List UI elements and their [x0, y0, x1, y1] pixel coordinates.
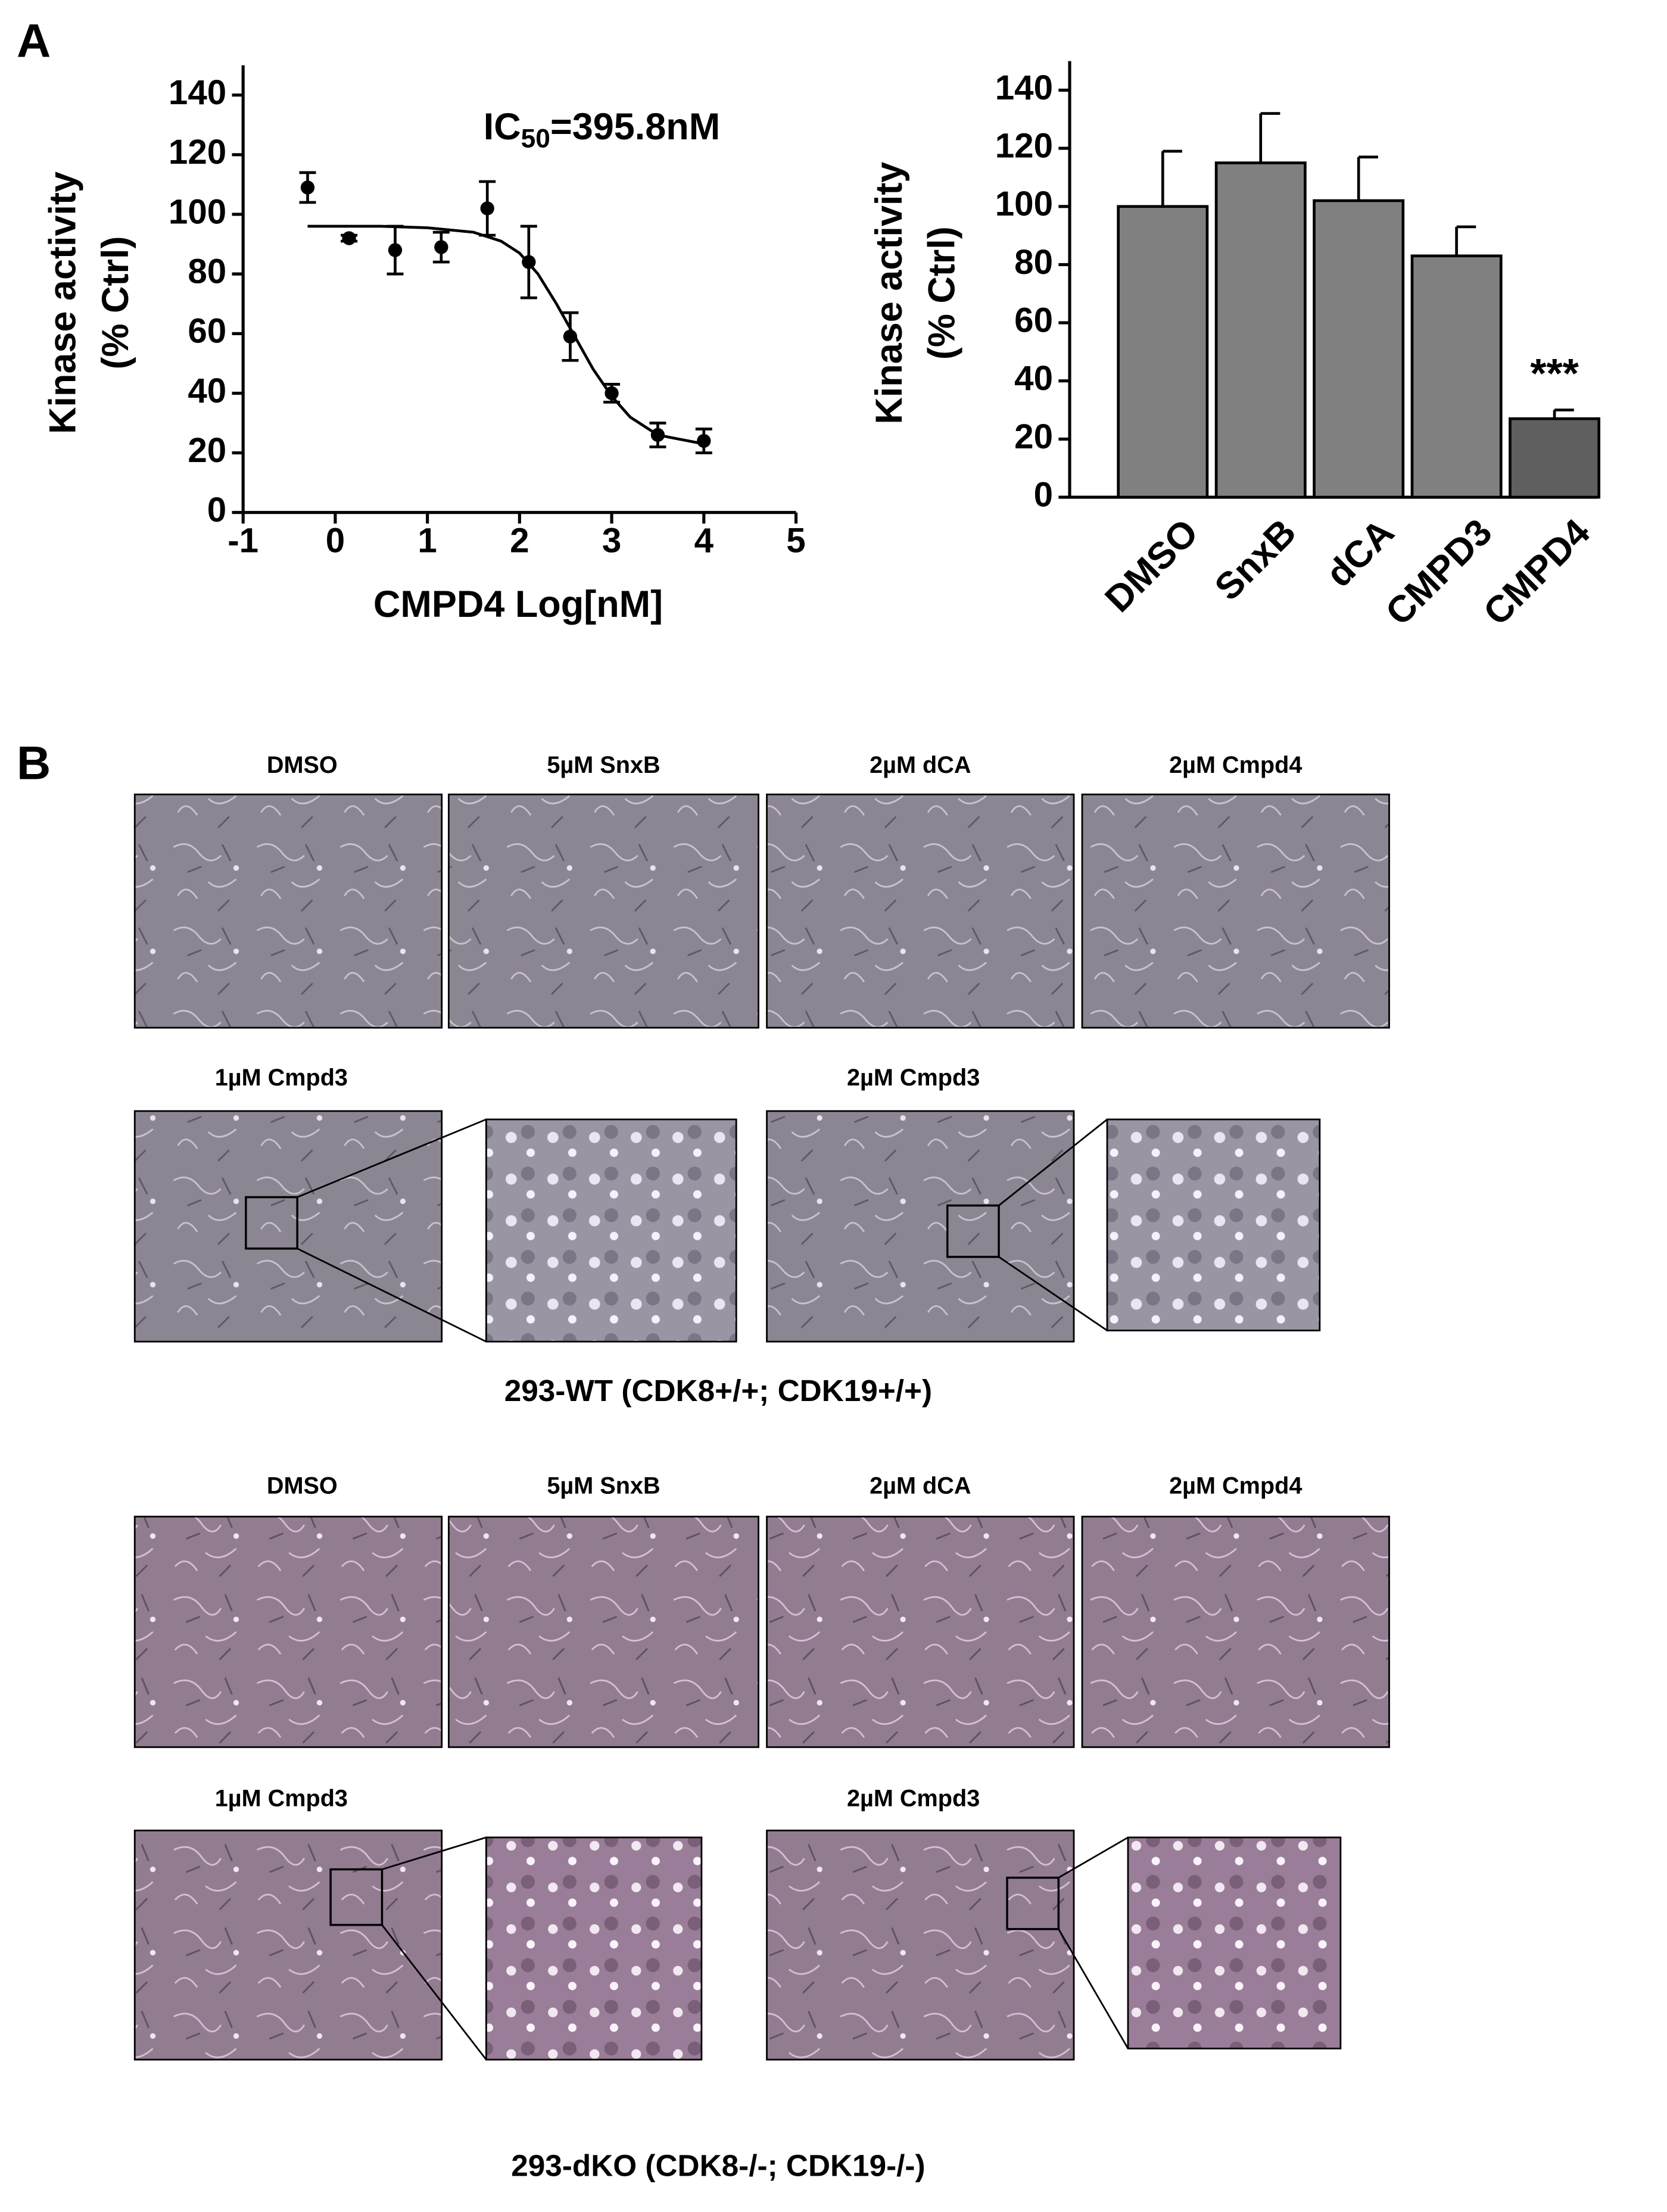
zoom-line: [297, 1118, 487, 1198]
micrograph: [133, 1110, 443, 1343]
condition-label: 2µM dCA: [870, 752, 971, 778]
micrograph: [766, 1515, 1075, 1748]
fit-curve: [307, 224, 705, 445]
y-tick-label: 60: [1014, 301, 1053, 339]
x-tick-label: 5: [786, 521, 805, 560]
zoom-line: [998, 1118, 1108, 1206]
condition-label: 1µM Cmpd3: [215, 1785, 348, 1811]
y-tick-label: 100: [169, 192, 226, 231]
x-tick-label: 1: [417, 521, 437, 560]
y-tick-label: 60: [188, 312, 226, 351]
x-tick-label: 3: [602, 521, 621, 560]
group-caption: 293-dKO (CDK8-/-; CDK19-/-): [511, 2149, 925, 2183]
y-tick-label: 0: [1034, 475, 1053, 514]
condition-label: 2µM dCA: [870, 1473, 971, 1499]
x-tick-label: SnxB: [1207, 511, 1304, 609]
inset-box: [1006, 1876, 1060, 1930]
y-tick-label: 80: [1014, 243, 1053, 282]
condition-label: 5µM SnxB: [547, 1473, 660, 1499]
zoom-micrograph: [485, 1836, 703, 2061]
data-point: [650, 428, 665, 442]
condition-label: 2µM Cmpd3: [847, 1065, 980, 1091]
data-point: [300, 180, 315, 195]
data-point: [605, 386, 619, 401]
zoom-line: [998, 1256, 1108, 1331]
data-point: [522, 255, 536, 269]
x-tick-label: CMPD4: [1476, 511, 1598, 634]
condition-label: DMSO: [267, 752, 338, 778]
x-tick-label: 2: [510, 521, 529, 560]
condition-label: 1µM Cmpd3: [215, 1065, 348, 1091]
bar: [1117, 205, 1209, 499]
y-tick-label: 20: [188, 431, 226, 470]
zoom-line: [1058, 1836, 1129, 1879]
micrograph: [1081, 793, 1390, 1029]
bar: [1410, 254, 1503, 499]
y-axis-label: (% Ctrl): [921, 226, 963, 360]
micrograph: [133, 793, 443, 1029]
data-point: [434, 240, 448, 254]
x-tick-label: CMPD3: [1378, 511, 1500, 634]
data-point: [388, 243, 403, 257]
annotation-part: 50: [521, 124, 550, 153]
micrograph: [133, 1515, 443, 1748]
significance: ***: [1530, 350, 1579, 397]
zoom-micrograph: [485, 1118, 737, 1343]
y-axis-label: Kinase activity: [868, 162, 910, 425]
condition-label: 2µM Cmpd3: [847, 1785, 980, 1811]
zoom-micrograph: [1127, 1836, 1342, 2049]
x-tick-label: -1: [228, 521, 258, 560]
micrograph: [766, 1110, 1075, 1343]
panel-label: B: [17, 736, 51, 789]
inset-box: [245, 1196, 298, 1250]
data-point: [563, 329, 578, 344]
y-tick-label: 140: [995, 68, 1053, 107]
panel-label: A: [17, 14, 51, 67]
x-tick-label: dCA: [1318, 511, 1402, 595]
zoom-line: [297, 1247, 487, 1343]
x-tick-label: 4: [694, 521, 714, 560]
y-axis-label: Kinase activity: [42, 171, 83, 434]
y-tick-label: 40: [188, 372, 226, 410]
y-tick-label: 40: [1014, 359, 1053, 398]
micrograph: [766, 793, 1075, 1029]
zoom-micrograph: [1106, 1118, 1321, 1331]
micrograph: [766, 1829, 1075, 2061]
condition-label: 2µM Cmpd4: [1169, 1473, 1302, 1499]
x-tick-label: DMSO: [1097, 511, 1206, 620]
data-point: [697, 433, 711, 448]
y-tick-label: 0: [207, 491, 226, 529]
group-caption: 293-WT (CDK8+/+; CDK19+/+): [504, 1374, 932, 1408]
inset-box: [946, 1204, 1000, 1258]
data-point: [480, 201, 494, 216]
bar: [1509, 417, 1601, 499]
bar: [1214, 161, 1307, 499]
condition-label: DMSO: [267, 1473, 338, 1499]
x-axis-label: CMPD4 Log[nM]: [373, 584, 663, 625]
zoom-line: [381, 1924, 487, 2060]
micrograph: [447, 793, 759, 1029]
condition-label: 5µM SnxB: [547, 752, 660, 778]
bar: [1313, 199, 1405, 499]
annotation-part: IC: [484, 106, 521, 148]
data-point: [342, 231, 356, 245]
annotation-part: =395.8nM: [550, 106, 720, 148]
y-tick-label: 120: [169, 133, 226, 171]
y-tick-label: 100: [995, 185, 1053, 223]
zoom-line: [382, 1836, 487, 1870]
y-axis-label: (% Ctrl): [95, 236, 136, 370]
y-tick-label: 20: [1014, 417, 1053, 456]
micrograph: [1081, 1515, 1390, 1748]
y-tick-label: 80: [188, 252, 226, 291]
condition-label: 2µM Cmpd4: [1169, 752, 1302, 778]
x-tick-label: 0: [326, 521, 345, 560]
zoom-line: [1058, 1929, 1129, 2049]
micrograph: [133, 1829, 443, 2061]
annotation: IC50=395.8nM: [484, 106, 721, 154]
y-tick-label: 120: [995, 127, 1053, 166]
inset-box: [329, 1868, 384, 1926]
y-tick-label: 140: [169, 73, 226, 112]
micrograph: [447, 1515, 759, 1748]
